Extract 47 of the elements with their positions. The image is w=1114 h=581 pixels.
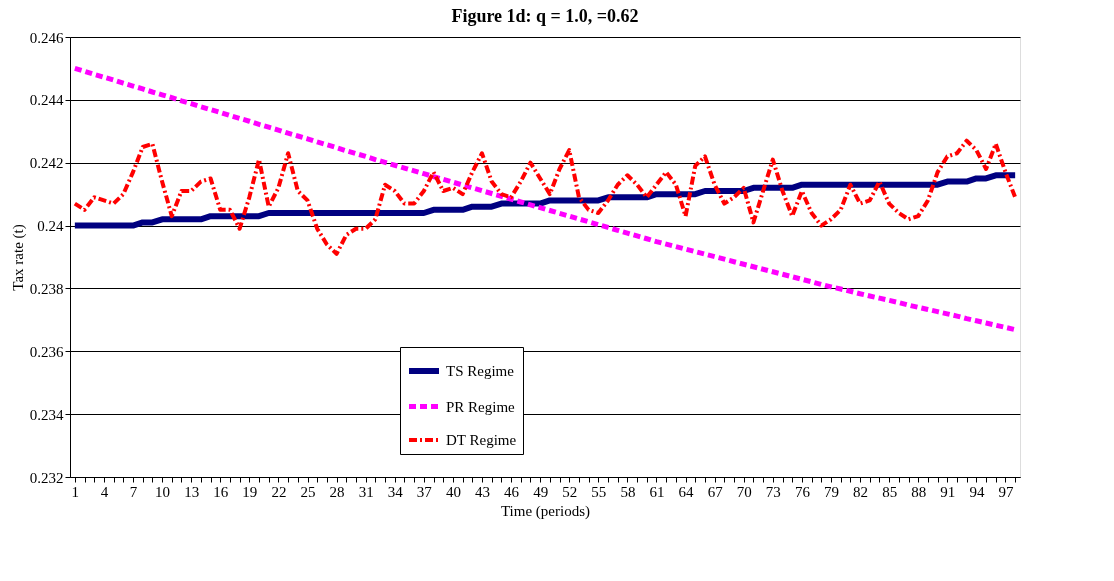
- y-tick-label: 0.24: [37, 218, 64, 235]
- x-tick-label: 28: [329, 483, 345, 500]
- x-axis-title: Time (periods): [500, 502, 591, 520]
- x-tick-label: 43: [474, 483, 490, 500]
- legend-label: PR Regime: [446, 398, 516, 415]
- x-tick-label: 58: [620, 483, 636, 500]
- x-tick-label: 64: [678, 483, 695, 500]
- x-tick-label: 73: [765, 483, 781, 500]
- x-tick-label: 10: [155, 483, 171, 500]
- x-tick-label: 34: [387, 483, 404, 500]
- legend-label: TS Regime: [446, 363, 515, 379]
- y-tick-label: 0.246: [29, 29, 64, 46]
- x-tick-label: 61: [649, 483, 665, 500]
- x-tick-label: 76: [794, 483, 811, 500]
- x-tick-label: 13: [184, 483, 200, 500]
- x-tick-label: 91: [940, 483, 956, 500]
- x-tick-label: 22: [271, 483, 287, 500]
- y-axis-title: Tax rate (t): [9, 224, 27, 291]
- chart-title: Figure 1d: q = 1.0, =0.62: [451, 6, 639, 26]
- x-tick-label: 37: [416, 483, 433, 500]
- x-tick-label: 49: [533, 483, 549, 500]
- x-tick-label: 79: [823, 483, 839, 500]
- x-tick-label: 97: [998, 483, 1014, 500]
- x-tick-label: 67: [707, 483, 724, 500]
- x-tick-label: 4: [100, 483, 109, 500]
- x-tick-label: 40: [445, 483, 461, 500]
- x-tick-label: 1: [71, 483, 80, 500]
- x-tick-label: 55: [591, 483, 607, 500]
- x-tick-label: 70: [736, 483, 752, 500]
- x-tick-label: 46: [504, 483, 520, 500]
- y-tick-label: 0.232: [29, 469, 64, 486]
- y-tick-label: 0.234: [29, 406, 64, 423]
- x-tick-label: 82: [853, 483, 869, 500]
- x-tick-label: 16: [213, 483, 229, 500]
- x-tick-label: 25: [300, 483, 316, 500]
- x-tick-label: 19: [242, 483, 258, 500]
- x-tick-label: 88: [911, 483, 927, 500]
- x-tick-label: 85: [882, 483, 898, 500]
- x-tick-label: 94: [969, 483, 985, 500]
- y-tick-label: 0.242: [29, 155, 64, 172]
- y-tick-label: 0.236: [29, 343, 64, 360]
- x-tick-label: 31: [358, 483, 374, 500]
- y-tick-label: 0.238: [29, 280, 64, 297]
- x-tick-label: 7: [129, 483, 138, 500]
- x-tick-label: 52: [562, 483, 578, 500]
- y-tick-label: 0.244: [29, 92, 64, 109]
- legend-label: DT Regime: [446, 432, 517, 448]
